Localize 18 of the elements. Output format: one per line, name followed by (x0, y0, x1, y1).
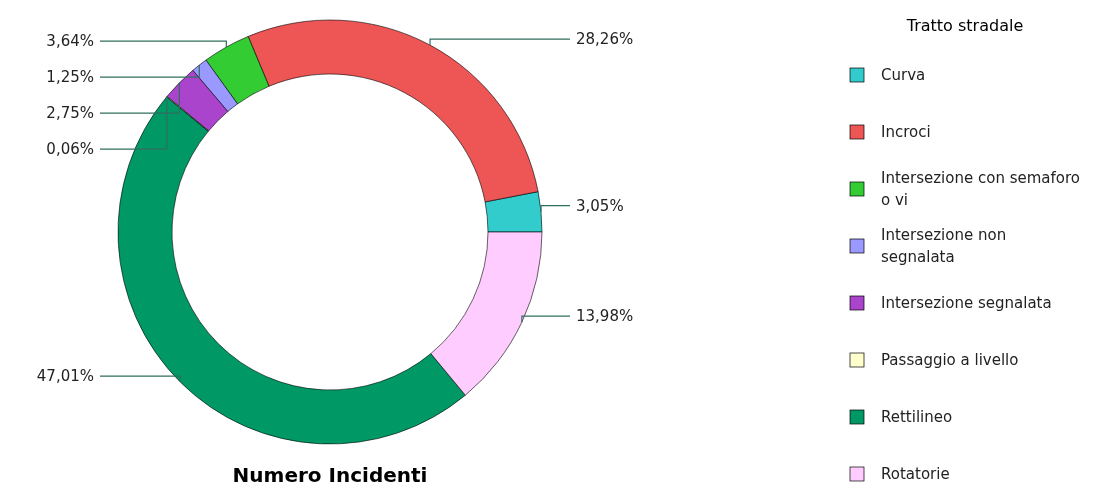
text: Numero Incidenti (232, 463, 428, 486)
legend-label: Curva (881, 66, 926, 84)
data-label: 1,25% (46, 68, 94, 87)
legend-label: Incroci (881, 123, 931, 141)
legend-label: Rettilineo (881, 408, 953, 426)
data-label: 13,98% (576, 307, 634, 326)
legend-title: Tratto stradale (905, 16, 1024, 35)
data-label: 0,06% (46, 140, 94, 159)
data-label: 47,01% (36, 367, 94, 386)
data-label: 2,75% (46, 104, 94, 123)
data-label: 28,26% (576, 30, 634, 49)
data-label: 3,05% (576, 196, 624, 215)
data-label: 3,64% (46, 32, 94, 51)
legend-label: Rotatorie (881, 465, 950, 483)
legend-label: Passaggio a livello (881, 351, 1019, 369)
legend-label: Intersezione con semaforo o vi (881, 169, 1080, 209)
legend-label: Intersezione non segnalata (881, 226, 1007, 266)
legend-label: Intersezione segnalata (881, 294, 1052, 312)
